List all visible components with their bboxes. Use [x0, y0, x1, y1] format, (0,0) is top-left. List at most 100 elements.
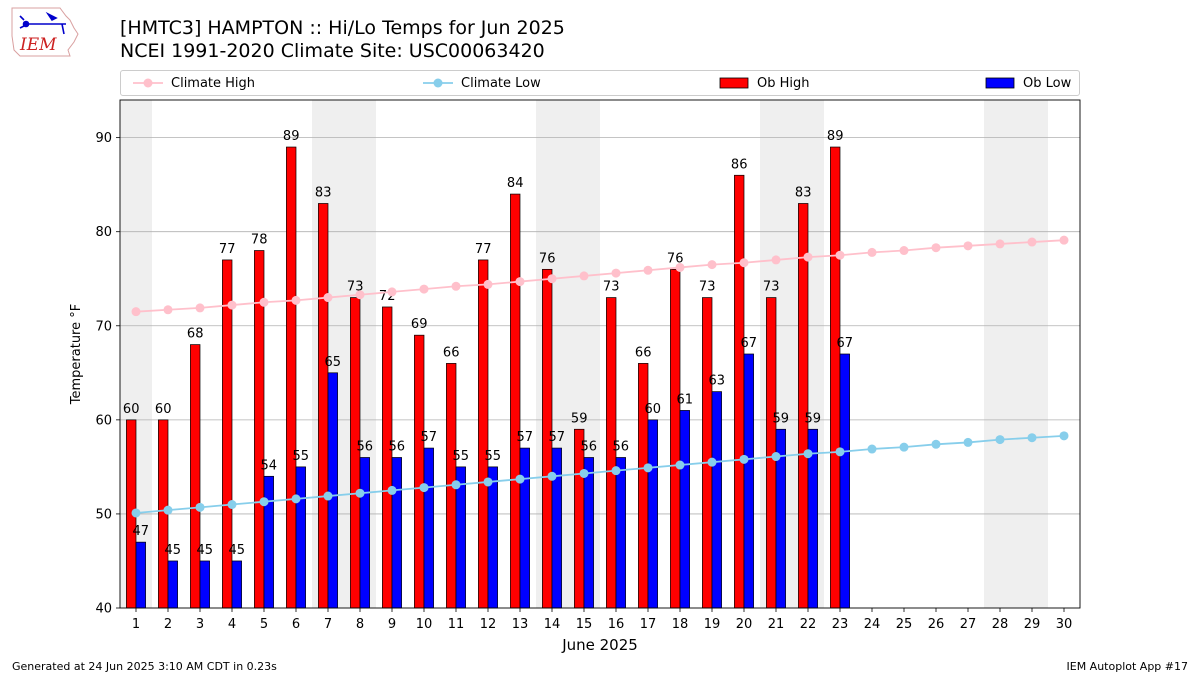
ob-high-label-day-21: 73 [763, 280, 780, 295]
climate-high-point-day-22 [803, 252, 813, 262]
ob-high-bar-day-3 [190, 344, 201, 609]
legend-climate-low-label: Climate Low [461, 75, 541, 91]
legend-climate-high: Climate High [133, 71, 255, 95]
x-tick-label-13: 13 [512, 617, 529, 632]
climate-low-point-day-10 [419, 483, 429, 493]
ob-high-label-day-2: 60 [155, 402, 172, 417]
weekend-band-day-29 [1016, 100, 1048, 608]
x-tick-label-15: 15 [576, 617, 593, 632]
climate-high-line-icon [133, 78, 163, 88]
ob-low-label-day-12: 55 [485, 449, 502, 464]
x-tick-label-6: 6 [292, 617, 300, 632]
ob-low-bar-day-13 [519, 447, 530, 609]
climate-high-point-day-11 [451, 281, 461, 291]
climate-high-point-day-12 [483, 279, 493, 289]
x-tick-label-12: 12 [480, 617, 497, 632]
climate-low-point-day-20 [739, 454, 749, 464]
ob-low-label-day-6: 55 [293, 449, 310, 464]
climate-low-point-day-18 [675, 460, 685, 470]
legend-ob-high: Ob High [719, 71, 810, 95]
climate-low-point-day-7 [323, 491, 333, 501]
ob-high-bar-day-12 [478, 259, 489, 609]
chart-subtitle: NCEI 1991-2020 Climate Site: USC00063420 [120, 40, 545, 62]
plot-frame [119, 99, 1081, 609]
ob-high-label-day-12: 77 [475, 242, 492, 257]
climate-low-point-day-28 [995, 435, 1005, 445]
x-tick-label-9: 9 [388, 617, 396, 632]
ob-low-bar-day-20 [743, 353, 754, 609]
x-tick-label-1: 1 [132, 617, 140, 632]
climate-low-point-day-21 [771, 452, 781, 462]
ob-high-bar-day-6 [286, 146, 297, 609]
ob-low-label-day-4: 45 [229, 543, 246, 558]
ob-low-bar-day-17 [647, 419, 658, 609]
ob-low-bar-day-6 [295, 466, 306, 609]
legend-climate-low: Climate Low [423, 71, 541, 95]
ob-low-bar-day-10 [423, 447, 434, 609]
ob-low-swatch-icon [985, 77, 1015, 89]
y-tick-label-50: 50 [95, 507, 112, 522]
ob-high-label-day-5: 78 [251, 233, 268, 248]
climate-low-point-day-2 [163, 505, 173, 515]
climate-high-point-day-3 [195, 303, 205, 313]
climate-high-point-day-27 [963, 241, 973, 251]
climate-low-point-day-19 [707, 457, 717, 467]
ob-high-bar-day-7 [318, 203, 329, 609]
ob-high-bar-day-10 [414, 334, 425, 609]
climate-low-point-day-26 [931, 439, 941, 449]
ob-high-bar-day-20 [734, 174, 745, 609]
x-tick-label-21: 21 [768, 617, 785, 632]
x-tick-label-29: 29 [1024, 617, 1041, 632]
x-tick-label-23: 23 [832, 617, 849, 632]
climate-low-point-day-4 [227, 500, 237, 510]
x-tick-label-10: 10 [416, 617, 433, 632]
x-tick-label-11: 11 [448, 617, 465, 632]
x-tick-label-18: 18 [672, 617, 689, 632]
climate-low-point-day-3 [195, 502, 205, 512]
climate-high-point-day-26 [931, 243, 941, 253]
ob-low-bar-day-18 [679, 410, 690, 609]
climate-high-point-day-28 [995, 239, 1005, 249]
ob-low-bar-day-8 [359, 457, 370, 609]
iem-logo-text: IEM [19, 35, 57, 55]
ob-high-label-day-6: 89 [283, 129, 300, 144]
ob-low-bar-day-19 [711, 391, 722, 609]
ob-low-label-day-8: 56 [357, 439, 374, 454]
ob-low-bar-day-1 [135, 541, 146, 609]
legend-ob-low-label: Ob Low [1023, 75, 1072, 91]
climate-high-point-day-2 [163, 305, 173, 315]
chart-title: [HMTC3] HAMPTON :: Hi/Lo Temps for Jun 2… [120, 17, 565, 39]
x-tick-label-24: 24 [864, 617, 881, 632]
y-tick-label-40: 40 [95, 602, 112, 617]
x-tick-label-5: 5 [260, 617, 268, 632]
x-tick-label-27: 27 [960, 617, 977, 632]
ob-low-label-day-3: 45 [197, 543, 214, 558]
x-tick-label-19: 19 [704, 617, 721, 632]
climate-low-point-day-11 [451, 480, 461, 490]
climate-high-point-day-5 [259, 297, 269, 307]
climate-low-point-day-13 [515, 474, 525, 484]
ob-high-bar-day-15 [574, 428, 585, 609]
ob-high-bar-day-9 [382, 306, 393, 609]
x-axis-label: June 2025 [561, 636, 638, 654]
ob-low-bar-day-12 [487, 466, 498, 609]
ob-low-bar-day-9 [391, 457, 402, 609]
ob-high-label-day-17: 66 [635, 345, 652, 360]
x-tick-label-2: 2 [164, 617, 172, 632]
x-tick-label-16: 16 [608, 617, 625, 632]
ob-high-label-day-23: 89 [827, 129, 844, 144]
legend: Climate High Climate Low Ob High Ob Low [120, 70, 1080, 96]
ob-low-label-day-13: 57 [517, 430, 534, 445]
ob-low-bar-day-15 [583, 457, 594, 609]
ob-low-bar-day-4 [231, 560, 242, 609]
climate-high-point-day-14 [547, 274, 557, 284]
ob-high-bar-day-18 [670, 268, 681, 609]
iem-logo: IEM [11, 7, 79, 57]
climate-high-point-day-8 [355, 290, 365, 300]
ob-low-label-day-7: 65 [325, 355, 342, 370]
climate-high-point-day-16 [611, 268, 621, 278]
ob-high-label-day-3: 68 [187, 327, 204, 342]
climate-low-point-day-25 [899, 442, 909, 452]
ob-high-bar-day-22 [798, 203, 809, 609]
ob-high-label-day-1: 60 [123, 402, 140, 417]
